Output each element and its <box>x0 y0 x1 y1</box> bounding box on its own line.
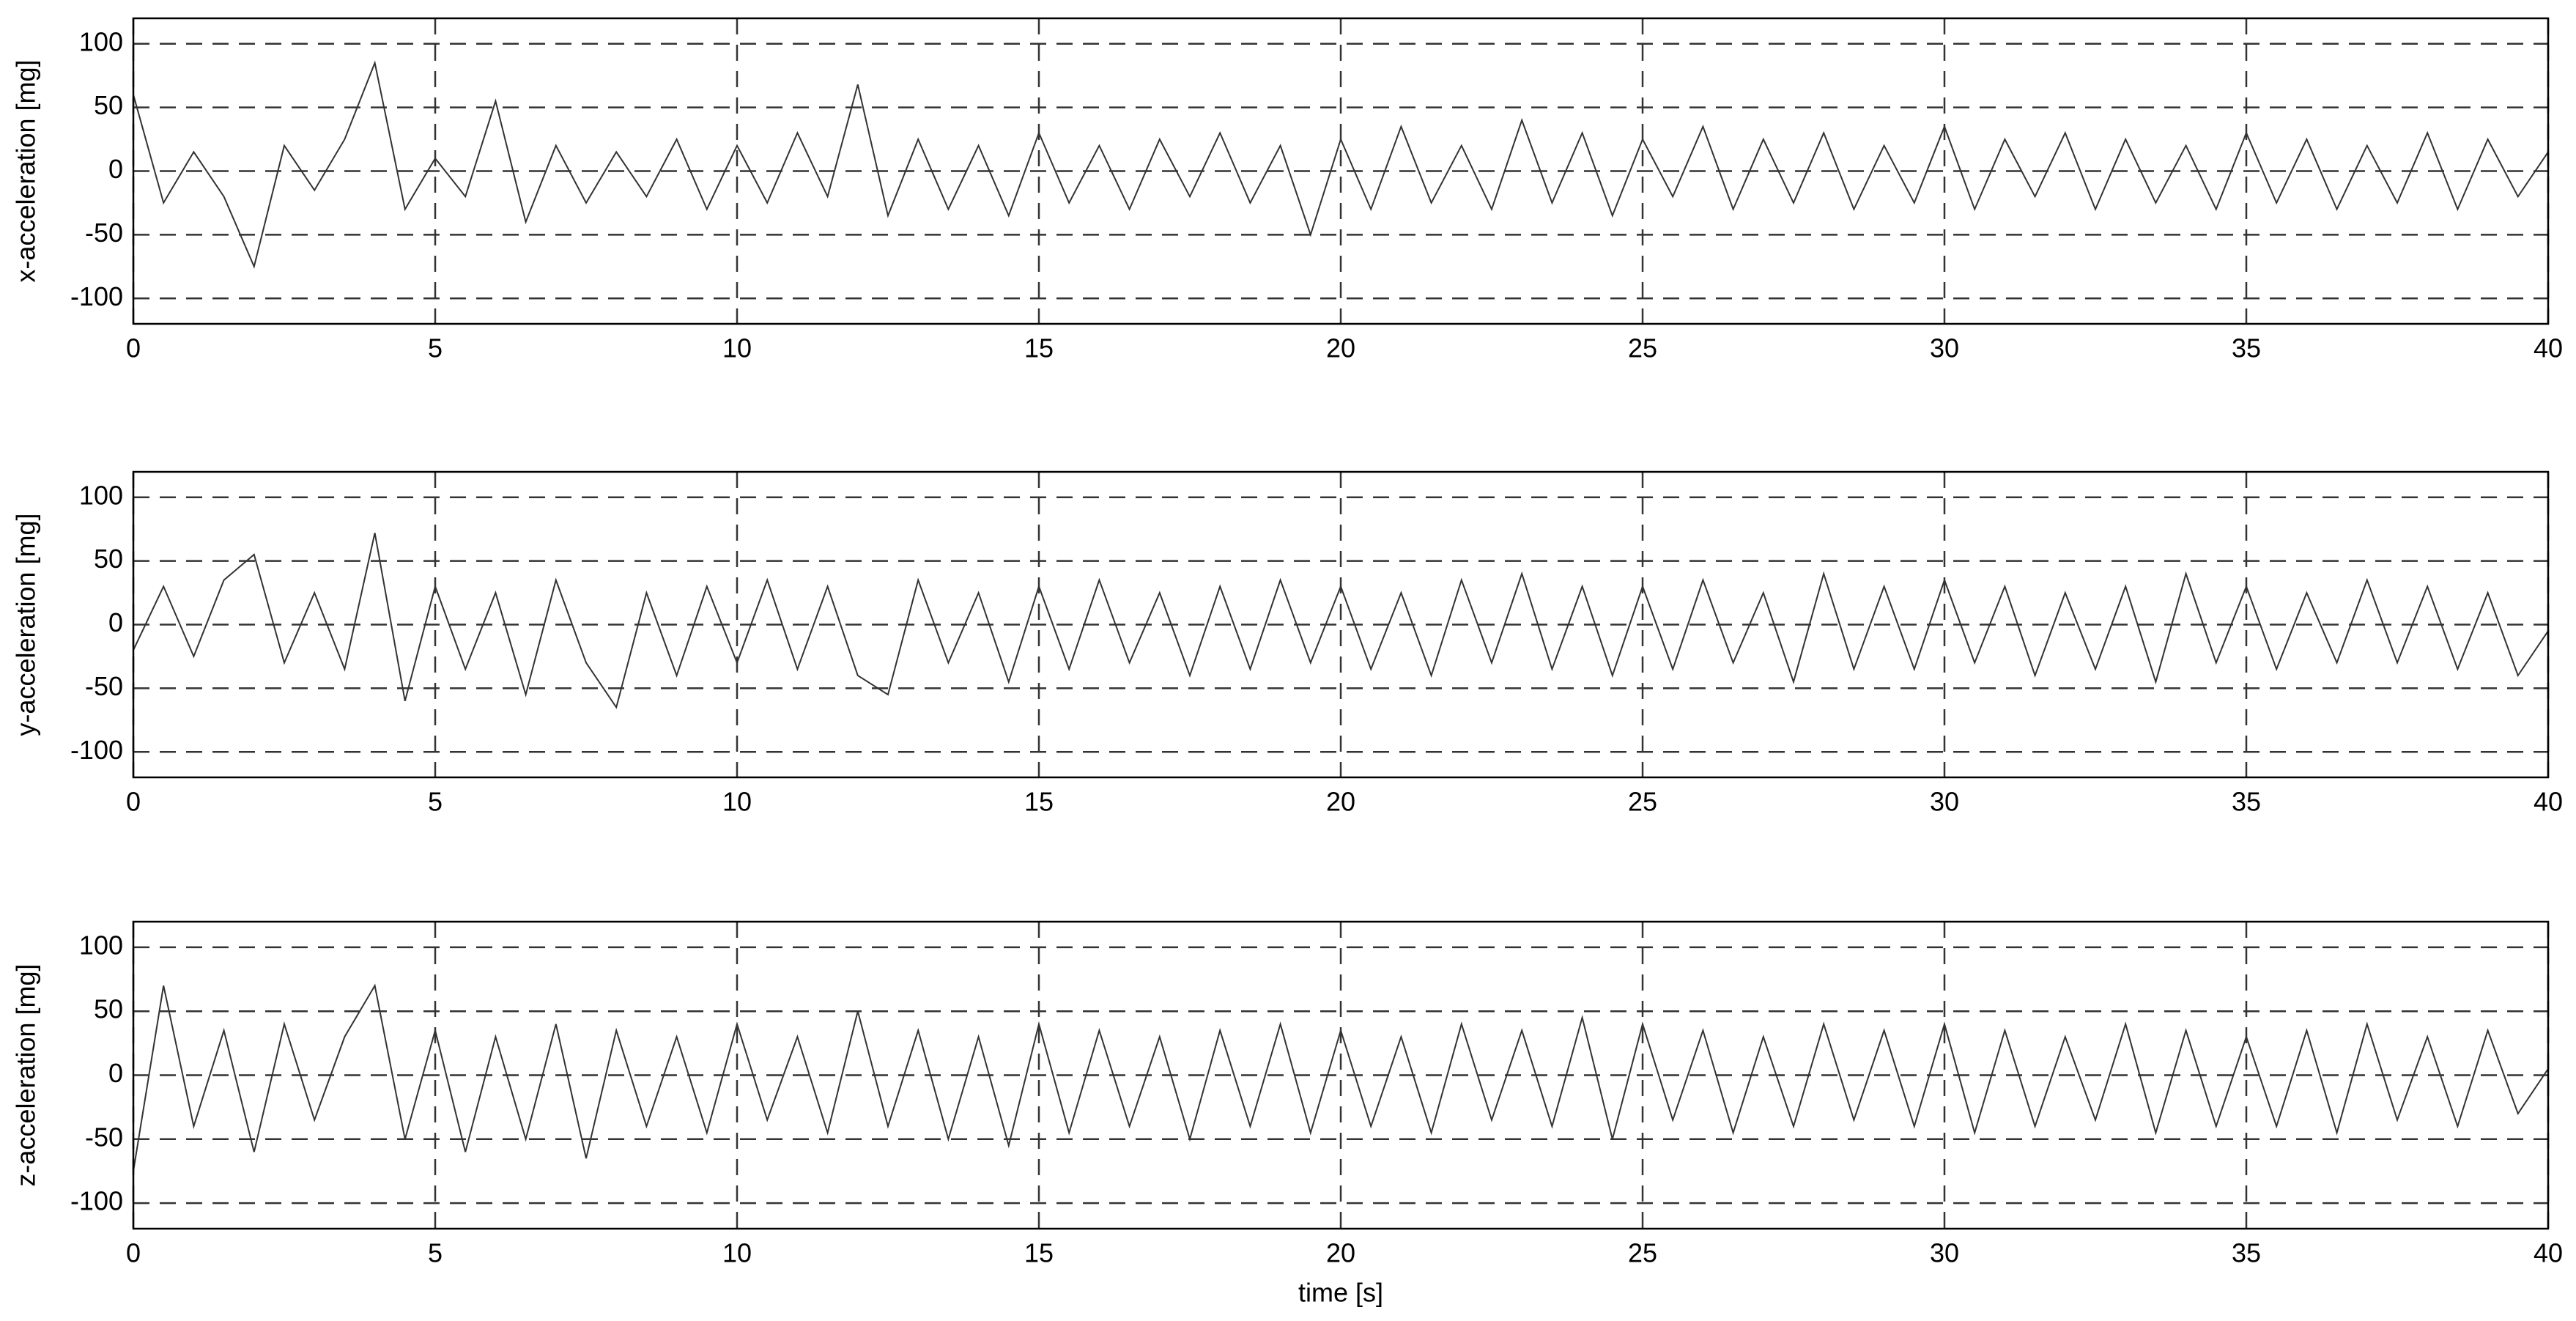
y-axis-label: y-acceleration [mg] <box>11 513 41 736</box>
y-axis-label: z-acceleration [mg] <box>11 963 41 1186</box>
x-tick-label: 20 <box>1326 333 1355 363</box>
y-tick-label: 100 <box>79 26 123 56</box>
x-tick-label: 30 <box>1930 787 1959 817</box>
signal-line <box>133 533 2549 709</box>
x-tick-label: 15 <box>1024 333 1054 363</box>
x-tick-label: 40 <box>2534 333 2563 363</box>
y-tick-label: 100 <box>79 930 123 960</box>
y-tick-label: -50 <box>85 671 123 701</box>
y-tick-label: 50 <box>94 994 123 1024</box>
x-tick-label: 25 <box>1628 787 1657 817</box>
y-tick-label: -50 <box>85 218 123 248</box>
plot-frame <box>132 920 2550 1230</box>
x-tick-label: 0 <box>126 787 141 817</box>
x-tick-label: 35 <box>2232 1238 2261 1268</box>
x-tick-label: 20 <box>1326 787 1355 817</box>
signal-line <box>133 983 2549 1172</box>
x-tick-label: 30 <box>1930 333 1959 363</box>
x-tick-label: 5 <box>428 1238 443 1268</box>
y-tick-label: 0 <box>108 154 123 184</box>
x-tick-label: 20 <box>1326 1238 1355 1268</box>
y-tick-label: 100 <box>79 480 123 510</box>
x-tick-label: 15 <box>1024 787 1054 817</box>
y-tick-label: -100 <box>70 1186 123 1216</box>
x-tick-label: 0 <box>126 1238 141 1268</box>
x-tick-label: 10 <box>722 1238 752 1268</box>
y-tick-label: 50 <box>94 90 123 120</box>
x-tick-label: 10 <box>722 333 752 363</box>
x-tick-label: 5 <box>428 333 443 363</box>
x-axis-label: time [s] <box>1298 1278 1383 1308</box>
x-tick-label: 35 <box>2232 333 2261 363</box>
y-tick-label: -100 <box>70 735 123 765</box>
plot-frame <box>132 17 2550 325</box>
x-tick-label: 5 <box>428 787 443 817</box>
y-tick-label: 50 <box>94 544 123 574</box>
y-axis-label: x-acceleration [mg] <box>11 59 41 282</box>
plot-frame <box>132 470 2550 779</box>
y-tick-label: -100 <box>70 281 123 311</box>
x-tick-label: 35 <box>2232 787 2261 817</box>
y-tick-label: 0 <box>108 1058 123 1088</box>
x-tick-label: 25 <box>1628 1238 1657 1268</box>
x-tick-label: 40 <box>2534 787 2563 817</box>
x-tick-label: 30 <box>1930 1238 1959 1268</box>
x-tick-label: 10 <box>722 787 752 817</box>
y-tick-label: -50 <box>85 1122 123 1152</box>
x-tick-label: 40 <box>2534 1238 2563 1268</box>
signal-line <box>133 60 2549 269</box>
x-tick-label: 15 <box>1024 1238 1054 1268</box>
x-tick-label: 25 <box>1628 333 1657 363</box>
x-tick-label: 0 <box>126 333 141 363</box>
y-tick-label: 0 <box>108 607 123 637</box>
